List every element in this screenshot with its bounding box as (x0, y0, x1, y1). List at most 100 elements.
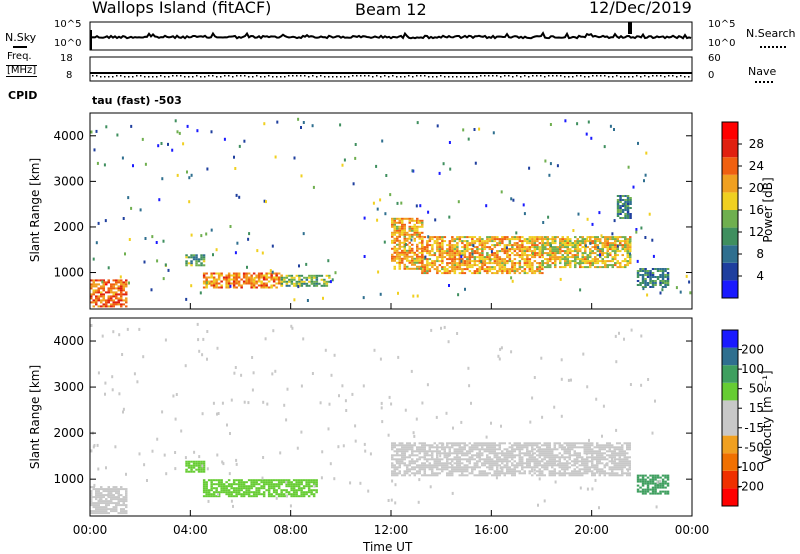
heatmap-cell (195, 262, 198, 265)
heatmap-cell (250, 495, 253, 498)
heatmap-cell (105, 299, 108, 302)
heatmap-cell (215, 487, 218, 490)
heatmap-cell (553, 454, 556, 457)
heatmap-cell (521, 250, 524, 253)
nave-point (348, 76, 350, 78)
heatmap-cell (97, 299, 100, 302)
heatmap-cell (235, 491, 238, 494)
heatmap-cell (300, 278, 304, 281)
heatmap-cell (478, 450, 481, 453)
heatmap-cell (511, 246, 514, 249)
heatmap-cell (544, 244, 547, 247)
heatmap-cell (568, 466, 571, 469)
heatmap-cell (473, 444, 476, 447)
heatmap-cell (508, 256, 512, 259)
heatmap-cell (496, 252, 499, 255)
heatmap-cell (262, 481, 266, 484)
heatmap-cell (636, 474, 640, 477)
heatmap-cell (451, 452, 454, 455)
heatmap-cell (543, 474, 546, 477)
heatmap-cell (521, 462, 524, 465)
heatmap-cell (448, 258, 452, 261)
heatmap-cell (659, 274, 662, 276)
heatmap-cell (210, 280, 213, 283)
heatmap-cell (521, 236, 524, 239)
heatmap-cell (581, 446, 584, 449)
heatmap-cell (396, 458, 399, 461)
heatmap-cell (583, 466, 586, 469)
heatmap-cell (92, 283, 95, 286)
heatmap-cell (483, 462, 486, 465)
heatmap-cell (591, 250, 594, 253)
heatmap-cell (421, 442, 424, 445)
heatmap-cell (541, 474, 544, 477)
heatmap-cell (418, 261, 421, 264)
heatmap-cell (609, 260, 612, 263)
heatmap-cell (606, 256, 609, 259)
heatmap-cell (521, 468, 524, 471)
heatmap-cell (583, 450, 586, 453)
heatmap-cell (416, 450, 419, 453)
heatmap-cell (423, 258, 427, 261)
heatmap-cell (295, 483, 298, 486)
heatmap-cell (398, 233, 401, 236)
velocity-heatmap (90, 322, 670, 515)
heatmap-cell (441, 470, 444, 473)
heatmap-cell (416, 460, 419, 463)
heatmap-cell (583, 452, 586, 455)
nave-point (428, 76, 430, 78)
heatmap-cell (97, 512, 100, 515)
heatmap-cell (636, 274, 640, 276)
heatmap-cell (255, 495, 258, 498)
heatmap-cell (298, 276, 301, 279)
heatmap-cell (176, 173, 179, 177)
heatmap-cell (305, 262, 308, 266)
heatmap-cell (293, 278, 296, 281)
heatmap-cell (571, 250, 574, 253)
heatmap-cell (644, 478, 647, 481)
heatmap-cell (438, 252, 442, 255)
heatmap-cell (496, 260, 499, 263)
heatmap-cell (252, 371, 255, 375)
heatmap-cell (295, 479, 298, 482)
heatmap-cell (616, 203, 620, 205)
heatmap-cell (528, 472, 531, 475)
heatmap-cell (606, 246, 609, 249)
heatmap-cell (441, 242, 444, 245)
heatmap-cell (406, 249, 409, 252)
heatmap-cell (491, 466, 494, 469)
heatmap-cell (401, 259, 404, 262)
heatmap-cell (298, 274, 301, 277)
heatmap-cell (578, 442, 581, 445)
heatmap-cell (531, 468, 534, 471)
heatmap-cell (559, 240, 562, 243)
heatmap-cell (491, 258, 494, 261)
heatmap-cell (518, 442, 521, 445)
heatmap-cell (496, 244, 499, 247)
nave-point (268, 75, 270, 77)
nave-point (636, 75, 638, 77)
heatmap-cell (403, 217, 406, 220)
heatmap-cell (428, 454, 431, 457)
heatmap-cell (202, 479, 206, 482)
heatmap-cell (192, 460, 196, 463)
heatmap-cell (644, 474, 647, 477)
heatmap-cell (423, 448, 426, 451)
heatmap-cell (458, 258, 462, 261)
heatmap-cell (590, 136, 593, 140)
heatmap-cell (267, 276, 271, 279)
heatmap-cell (125, 510, 128, 513)
heatmap-cell (448, 270, 452, 273)
heatmap-cell (491, 262, 494, 265)
heatmap-cell (436, 266, 439, 269)
heatmap-cell (305, 479, 308, 482)
heatmap-cell (478, 240, 482, 243)
heatmap-cell (270, 495, 273, 498)
heatmap-cell (289, 504, 292, 508)
heatmap-cell (232, 487, 236, 490)
heatmap-cell (393, 458, 396, 461)
heatmap-cell (639, 490, 642, 493)
heatmap-cell (566, 238, 569, 241)
heatmap-cell (117, 492, 120, 495)
heatmap-cell (120, 510, 123, 513)
